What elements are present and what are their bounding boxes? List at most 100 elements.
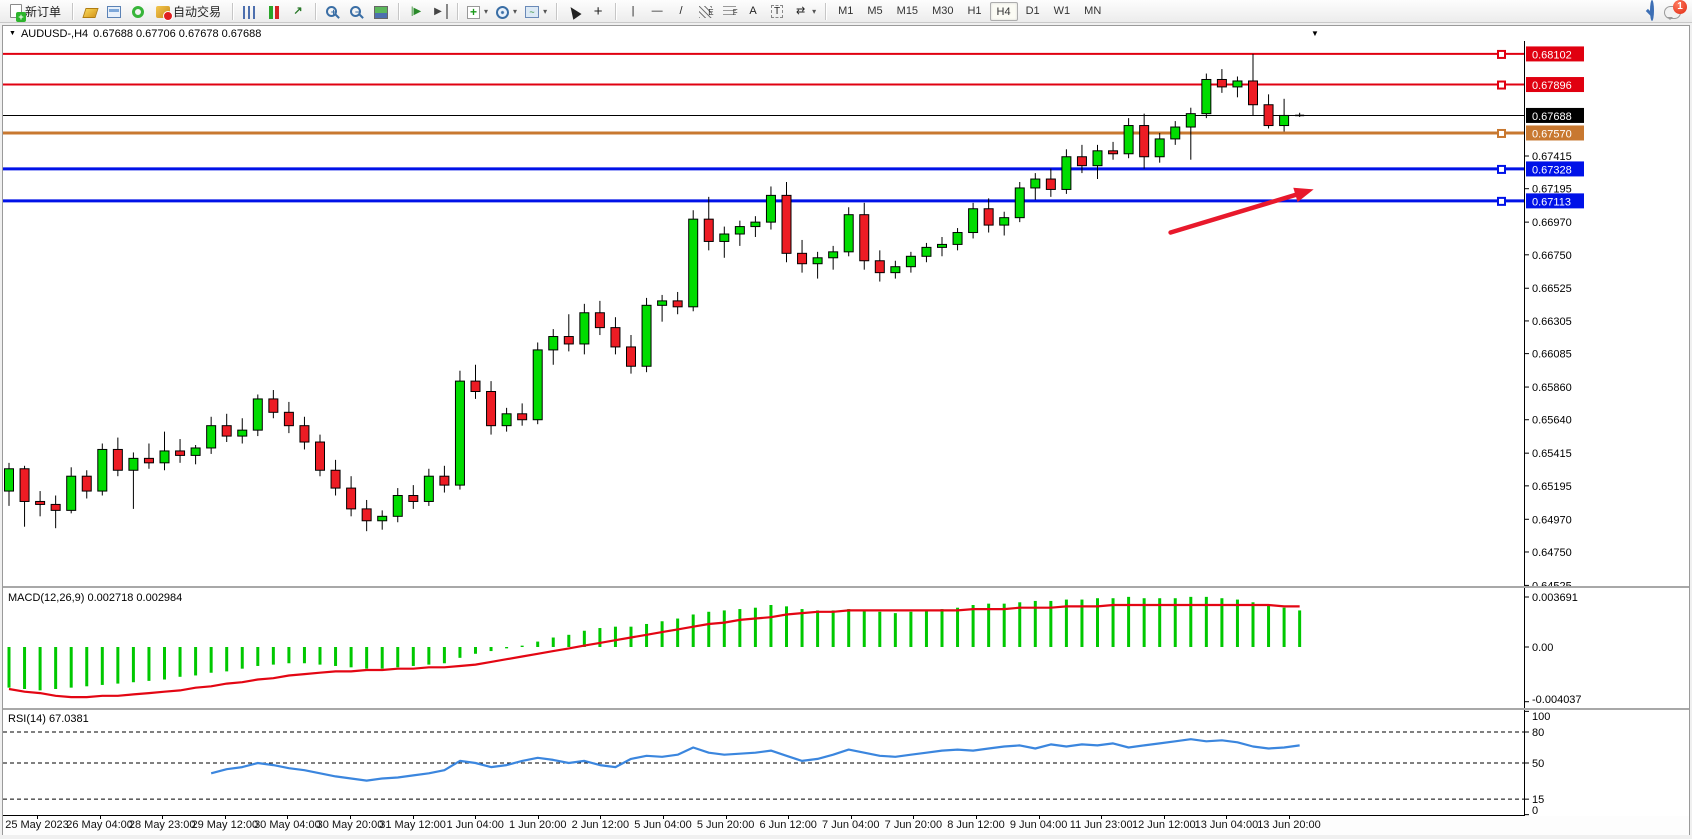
timeframe-h1-button[interactable]: H1 [967,4,982,17]
chart-window-button[interactable] [103,1,125,21]
price-badge-label: 0.67896 [1532,80,1572,92]
auto-trading-icon [156,6,174,21]
bar-chart-icon [243,5,258,19]
panel-separator[interactable] [3,586,1689,588]
timeframe-m15-button[interactable]: M15 [896,4,919,17]
macd-level-label: -0.004037 [1532,694,1582,706]
horizontal-line-tool-button[interactable]: — [646,1,668,21]
candle-body [4,468,14,492]
collapse-triangle-icon[interactable]: ▼ [9,30,16,37]
horizontal-line-icon: — [651,4,663,17]
timeframe-h4-button[interactable]: H4 [989,1,1018,21]
bar-chart-button[interactable] [239,1,261,21]
text-tool-button[interactable]: A [742,1,764,21]
new-order-button[interactable]: 新订单 [5,1,66,22]
candle-body [641,304,652,367]
candle-body [190,447,201,456]
candle-body [890,266,901,274]
candle-body [1216,78,1227,88]
zoom-in-button[interactable]: + [322,1,344,21]
candle-body [1201,78,1212,115]
text-label-tool-button[interactable]: T [766,1,788,21]
candle-body [454,380,465,486]
macd-histogram [7,596,1302,691]
fibonacci-tool-button[interactable]: F [718,1,740,21]
auto-trading-label: 自动交易 [173,4,222,19]
indicators-button[interactable]: + ▾ [464,1,491,21]
vertical-line-tool-button[interactable]: | [622,1,644,21]
date-label: 7 Jun 04:00 [822,819,880,831]
chart-title-bar: ▼ AUDUSD-,H4 0.67688 0.67706 0.67678 0.6… [3,26,1689,41]
timeframe-m1-button[interactable]: M1 [838,4,854,17]
date-tick [412,816,414,819]
tile-windows-button[interactable] [370,1,392,21]
periods-button[interactable]: ▾ [493,1,520,21]
chart-shift-icon: ▶ [433,3,448,19]
hline-handle[interactable] [1497,128,1506,138]
hline-handle[interactable] [1497,164,1506,174]
candle-body [657,300,668,306]
auto-trading-button[interactable]: 自动交易 [151,1,226,21]
trendline-tool-button[interactable]: / [670,1,692,21]
hline-handle[interactable] [1497,49,1506,59]
date-label: 12 Jun 12:00 [1131,819,1196,831]
candle-body [143,457,154,464]
rsi-indicator-panel: 100 80 50 150 [3,710,1550,816]
date-label: 2 Jun 12:00 [571,819,630,831]
chart-shift-button[interactable]: ▶ [429,1,451,21]
cursor-tool-button[interactable] [563,1,585,21]
date-label: 30 May 20:00 [316,819,384,831]
scroll-marker-triangle-icon: ▼ [1311,29,1319,38]
macd-signal-line [8,603,1300,699]
candle-body [392,495,403,517]
notifications-button[interactable]: 1 [1664,0,1687,20]
panel-separator[interactable] [3,708,1689,710]
date-tick [475,816,477,819]
search-button[interactable] [1650,0,1654,21]
styles-button[interactable] [79,1,101,21]
timeframe-m5-button[interactable]: M5 [867,4,883,17]
auto-scroll-button[interactable]: |▶ [405,1,427,21]
trend-arrow-annotation[interactable] [1168,187,1314,235]
date-label: 6 Jun 12:00 [759,819,817,831]
trendline-icon: / [679,4,683,17]
candle-body [1123,125,1134,155]
date-tick [725,816,727,819]
candle-body [968,208,979,234]
chevron-down-icon: ▾ [543,6,548,16]
date-label: 30 May 04:00 [254,819,321,831]
timeframe-m30-button[interactable]: M30 [932,4,954,17]
candle-body [905,255,916,268]
hline-handle[interactable] [1497,196,1506,206]
templates-button[interactable]: ~ ▾ [522,1,550,21]
zoom-out-button[interactable]: − [346,1,368,21]
candle-body [486,391,497,427]
candle-body [719,233,730,242]
timeframe-d1-button[interactable]: D1 [1025,4,1040,17]
timeframe-w1-button[interactable]: W1 [1053,4,1071,17]
candle-body [703,218,714,242]
hline-handle[interactable] [1497,80,1506,90]
crosshair-tool-button[interactable]: + [587,1,609,21]
signals-button[interactable] [127,1,149,21]
chart-symbol-title: AUDUSD-,H4 [20,27,89,40]
timeframe-mn-button[interactable]: MN [1084,4,1102,17]
line-chart-button[interactable]: ↗ [287,1,309,21]
toolbar-right-group: 1 [1650,0,1687,21]
time-axis[interactable]: 25 May 2023 26 May 04:00 28 May 23:00 29 Ma… [3,816,1689,835]
candle-body [983,208,994,226]
equidistant-channel-icon: E [698,6,714,18]
candle-body [750,221,761,228]
price-badge [1526,46,1584,62]
price-tick-label: 0.66970 [1532,217,1572,229]
candle-body [828,251,839,259]
candlestick-chart-button[interactable] [263,1,285,21]
candle-body [1092,150,1103,167]
candle-body [1076,156,1087,167]
main-price-chart[interactable]: 0.67415 0.67195 0.66970 0.66750 0.66525 0.663… [3,41,1689,586]
price-tick-label: 0.64750 [1532,547,1572,559]
arrows-tool-button[interactable]: ⇄ ▾ [790,1,819,21]
date-tick [537,816,539,819]
channel-tool-button[interactable]: E [694,1,716,21]
candle-body [859,214,870,262]
